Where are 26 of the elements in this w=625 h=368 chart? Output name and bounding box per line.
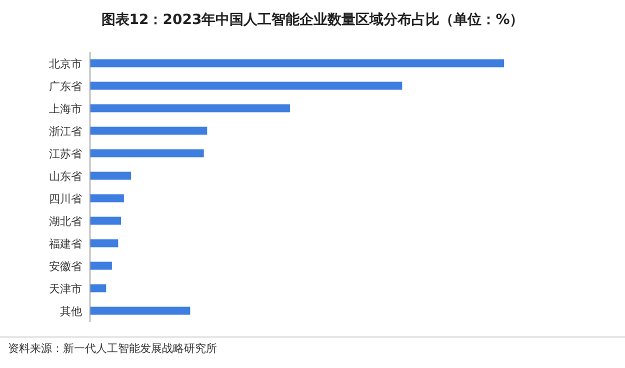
y-tick-label: 上海市 — [49, 102, 82, 116]
chart-title: 图表12：2023年中国人工智能企业数量区域分布占比（单位：%） — [101, 12, 524, 28]
y-tick-label: 山东省 — [49, 170, 82, 183]
bar — [90, 82, 402, 90]
y-tick-label: 浙江省 — [49, 124, 82, 138]
bar — [90, 216, 122, 225]
bar — [90, 284, 106, 292]
bar — [90, 239, 118, 248]
bar — [90, 104, 290, 112]
bar — [90, 59, 504, 68]
bar — [90, 194, 124, 202]
y-tick-label: 福建省 — [49, 237, 82, 250]
bar — [90, 306, 190, 315]
y-tick-label: 安徽省 — [49, 260, 82, 273]
bar — [90, 126, 208, 135]
bar — [90, 149, 204, 158]
y-tick-label: 天津市 — [49, 282, 82, 296]
y-tick-label: 北京市 — [49, 57, 82, 70]
y-tick-label: 四川省 — [49, 192, 82, 206]
y-tick-label: 广东省 — [49, 80, 82, 93]
text: 资料来源：新一代人工智能发展战略研究所 — [8, 342, 217, 355]
bar — [90, 172, 131, 180]
y-tick-label: 江苏省 — [49, 147, 82, 160]
y-tick-label: 其他 — [60, 304, 82, 318]
bar — [90, 262, 112, 270]
y-tick-label: 湖北省 — [49, 214, 82, 228]
